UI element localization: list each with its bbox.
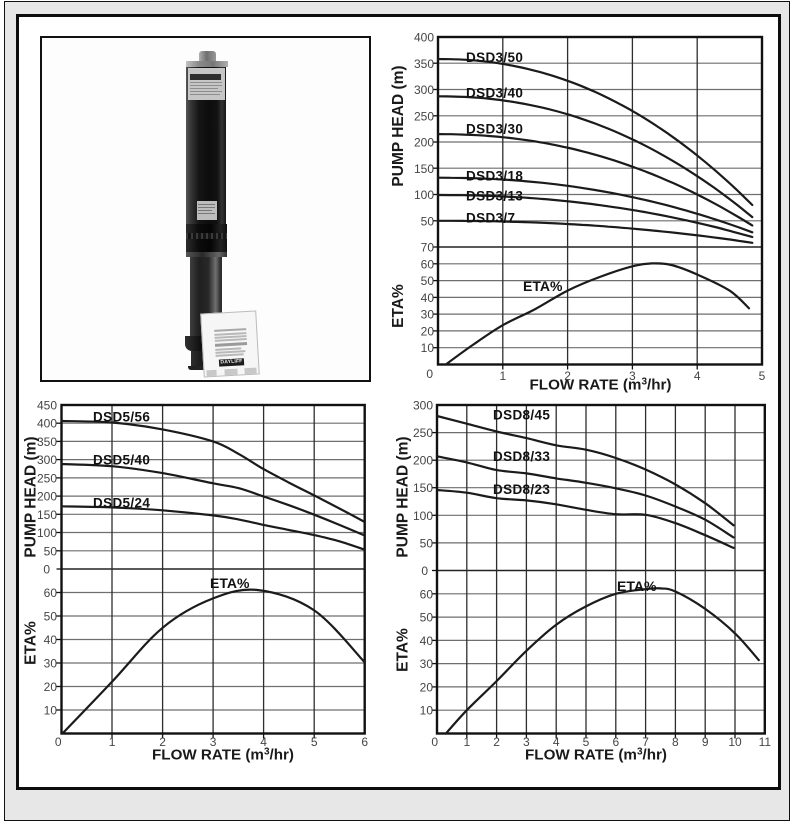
svg-text:DSD3/7: DSD3/7	[466, 211, 515, 226]
svg-text:50: 50	[420, 536, 434, 550]
svg-text:60: 60	[44, 586, 58, 600]
svg-text:400: 400	[414, 31, 434, 45]
svg-text:50: 50	[44, 544, 58, 558]
svg-text:150: 150	[37, 508, 57, 522]
svg-text:250: 250	[414, 109, 434, 123]
svg-text:20: 20	[420, 680, 434, 694]
svg-text:50: 50	[421, 274, 435, 288]
svg-text:0: 0	[426, 367, 433, 381]
svg-text:DSD5/40: DSD5/40	[93, 453, 150, 468]
svg-text:4: 4	[553, 735, 560, 749]
svg-text:0: 0	[55, 735, 62, 749]
svg-text:50: 50	[420, 611, 434, 625]
svg-text:ETA%: ETA%	[210, 575, 250, 591]
svg-text:30: 30	[420, 657, 434, 671]
svg-text:ETA%: ETA%	[395, 628, 412, 672]
svg-text:100: 100	[414, 188, 434, 202]
svg-text:ETA%: ETA%	[523, 278, 563, 294]
svg-text:2: 2	[159, 735, 166, 749]
svg-text:250: 250	[37, 471, 57, 485]
svg-text:3: 3	[629, 369, 636, 383]
svg-text:2: 2	[493, 735, 500, 749]
svg-text:2: 2	[564, 369, 571, 383]
svg-text:350: 350	[414, 57, 434, 71]
svg-text:3: 3	[523, 735, 530, 749]
svg-text:FLOW RATE (m3/hr): FLOW RATE (m3/hr)	[530, 377, 672, 394]
svg-text:3: 3	[210, 735, 217, 749]
svg-text:60: 60	[420, 587, 434, 601]
svg-text:DSD8/45: DSD8/45	[493, 408, 550, 423]
svg-text:4: 4	[260, 735, 267, 749]
svg-text:11: 11	[759, 735, 772, 749]
svg-text:0: 0	[431, 735, 438, 749]
svg-text:200: 200	[37, 490, 57, 504]
svg-text:200: 200	[413, 454, 433, 468]
svg-text:PUMP HEAD (m): PUMP HEAD (m)	[390, 65, 407, 186]
svg-text:DSD5/24: DSD5/24	[93, 496, 150, 511]
svg-text:ETA%: ETA%	[617, 578, 657, 594]
svg-text:5: 5	[311, 735, 318, 749]
svg-text:400: 400	[37, 417, 57, 431]
svg-text:50: 50	[44, 610, 58, 624]
svg-text:ETA%: ETA%	[390, 284, 407, 328]
svg-text:0: 0	[421, 564, 428, 578]
svg-text:5: 5	[583, 735, 590, 749]
svg-text:DSD3/18: DSD3/18	[466, 169, 523, 184]
svg-text:4: 4	[694, 369, 701, 383]
svg-text:0: 0	[43, 563, 50, 577]
svg-text:1: 1	[499, 369, 506, 383]
svg-text:DSD5/56: DSD5/56	[93, 410, 150, 425]
svg-text:DSD3/50: DSD3/50	[466, 50, 523, 65]
svg-text:1: 1	[463, 735, 470, 749]
svg-text:DSD3/13: DSD3/13	[466, 189, 523, 204]
svg-text:FLOW RATE (m3/hr): FLOW RATE (m3/hr)	[525, 747, 667, 764]
svg-text:9: 9	[702, 735, 709, 749]
svg-text:200: 200	[414, 136, 434, 150]
svg-text:DSD3/40: DSD3/40	[466, 86, 523, 101]
svg-text:DSD8/23: DSD8/23	[493, 482, 550, 497]
svg-text:450: 450	[37, 398, 57, 412]
svg-text:300: 300	[413, 398, 433, 412]
svg-text:250: 250	[413, 426, 433, 440]
svg-text:PUMP HEAD (m): PUMP HEAD (m)	[395, 436, 412, 557]
svg-text:DSD3/30: DSD3/30	[466, 122, 523, 137]
svg-text:30: 30	[421, 308, 435, 322]
svg-text:10: 10	[728, 735, 742, 749]
svg-text:5: 5	[759, 369, 766, 383]
svg-text:DSD8/33: DSD8/33	[493, 449, 550, 464]
svg-text:FLOW RATE (m3/hr): FLOW RATE (m3/hr)	[152, 747, 294, 764]
svg-text:6: 6	[612, 735, 619, 749]
svg-text:40: 40	[421, 291, 435, 305]
svg-text:150: 150	[413, 481, 433, 495]
svg-text:20: 20	[421, 324, 435, 338]
svg-text:40: 40	[44, 633, 58, 647]
svg-text:10: 10	[421, 341, 435, 355]
svg-text:30: 30	[44, 657, 58, 671]
svg-text:150: 150	[414, 162, 434, 176]
svg-text:350: 350	[37, 435, 57, 449]
svg-text:100: 100	[37, 526, 57, 540]
svg-text:8: 8	[672, 735, 679, 749]
svg-text:50: 50	[421, 214, 435, 228]
svg-text:300: 300	[37, 453, 57, 467]
svg-text:PUMP HEAD (m): PUMP HEAD (m)	[23, 436, 40, 557]
svg-text:7: 7	[642, 735, 649, 749]
svg-text:300: 300	[414, 83, 434, 97]
svg-text:100: 100	[413, 509, 433, 523]
svg-text:10: 10	[420, 704, 434, 718]
svg-text:70: 70	[421, 241, 435, 255]
svg-text:10: 10	[44, 704, 58, 718]
svg-text:40: 40	[420, 634, 434, 648]
svg-text:6: 6	[361, 735, 368, 749]
svg-text:ETA%: ETA%	[23, 621, 40, 665]
svg-text:60: 60	[421, 257, 435, 271]
svg-text:20: 20	[44, 680, 58, 694]
svg-text:1: 1	[109, 735, 116, 749]
